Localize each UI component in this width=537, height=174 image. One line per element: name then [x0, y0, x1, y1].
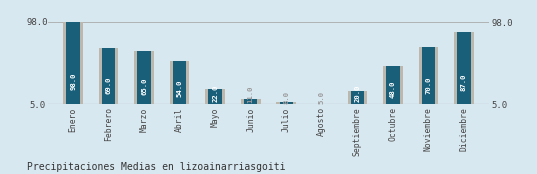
Bar — [280, 102, 293, 104]
Bar — [244, 99, 258, 104]
Text: 70.0: 70.0 — [425, 77, 431, 94]
Text: 8.0: 8.0 — [283, 90, 289, 104]
Text: 5.0: 5.0 — [319, 91, 325, 104]
Text: 11.0: 11.0 — [248, 85, 254, 103]
Bar — [241, 99, 260, 104]
Bar — [206, 89, 225, 104]
Bar — [102, 48, 115, 104]
Text: 22.0: 22.0 — [212, 84, 218, 102]
Bar — [277, 102, 296, 104]
Bar — [347, 91, 367, 104]
Bar — [422, 47, 435, 104]
Bar — [99, 48, 119, 104]
Bar — [383, 66, 403, 104]
Bar — [386, 66, 400, 104]
Bar — [208, 89, 222, 104]
Bar — [173, 61, 186, 104]
Bar — [351, 91, 364, 104]
Bar — [454, 32, 474, 104]
Bar — [170, 61, 190, 104]
Text: 69.0: 69.0 — [106, 77, 112, 94]
Bar — [418, 47, 438, 104]
Bar — [63, 22, 83, 104]
Bar — [134, 52, 154, 104]
Text: 48.0: 48.0 — [390, 80, 396, 98]
Bar — [67, 22, 80, 104]
Text: 98.0: 98.0 — [26, 18, 48, 27]
Bar — [457, 32, 470, 104]
Text: 54.0: 54.0 — [177, 79, 183, 97]
Text: 20.0: 20.0 — [354, 85, 360, 102]
Text: 65.0: 65.0 — [141, 77, 147, 95]
Text: 87.0: 87.0 — [461, 74, 467, 91]
Text: Precipitaciones Medias en lizoainarriasgoiti: Precipitaciones Medias en lizoainarriasg… — [27, 162, 285, 172]
Bar — [137, 52, 151, 104]
Text: 98.0: 98.0 — [70, 72, 76, 90]
